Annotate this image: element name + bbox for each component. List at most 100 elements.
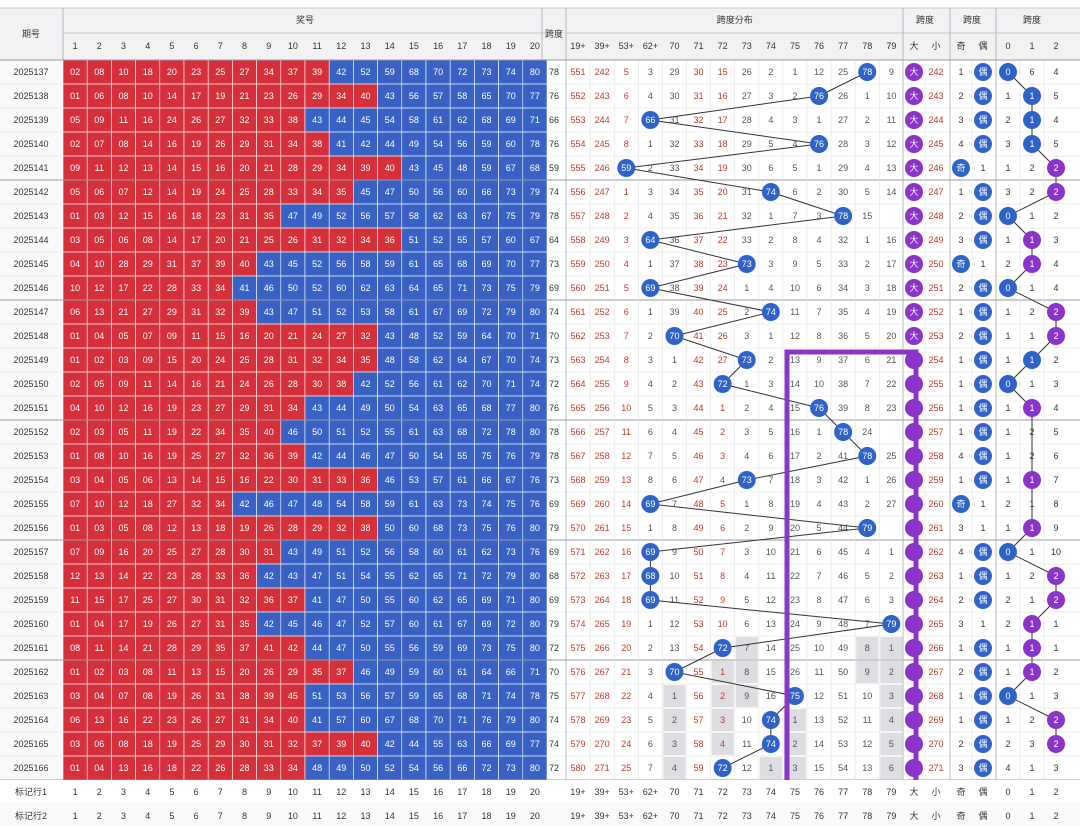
dist-value: 575 <box>571 643 586 653</box>
number-value: 03 <box>118 667 128 677</box>
number-value: 61 <box>433 379 443 389</box>
number-value: 52 <box>312 283 322 293</box>
oe-value: 1 <box>958 403 963 413</box>
dist-value: 3 <box>720 451 725 461</box>
footer-draw-label: 5 <box>169 811 174 821</box>
number-value: 18 <box>191 211 201 221</box>
number-value: 73 <box>506 763 516 773</box>
number-cell <box>207 107 233 133</box>
number-value: 01 <box>70 763 80 773</box>
number-value: 44 <box>336 115 346 125</box>
dist-value: 26 <box>838 91 848 101</box>
number-value: 01 <box>70 355 80 365</box>
number-value: 52 <box>360 427 370 437</box>
number-value: 32 <box>239 115 249 125</box>
dist-value: 579 <box>571 739 586 749</box>
number-value: 46 <box>360 667 370 677</box>
number-value: 52 <box>385 763 395 773</box>
oe-ball-label: 偶 <box>978 354 987 365</box>
number-value: 02 <box>70 379 80 389</box>
number-value: 36 <box>385 235 395 245</box>
number-value: 74 <box>506 67 516 77</box>
bs-ball <box>905 63 923 81</box>
number-value: 53 <box>409 475 419 485</box>
dist-value: 20 <box>621 643 631 653</box>
number-value: 62 <box>360 283 370 293</box>
period-label: 2025149 <box>13 355 48 365</box>
number-cell <box>256 395 282 421</box>
number-value: 30 <box>239 739 249 749</box>
dist-value: 35 <box>694 187 704 197</box>
number-value: 06 <box>118 235 128 245</box>
number-value: 71 <box>530 331 540 341</box>
number-value: 13 <box>167 475 177 485</box>
number-cell <box>62 443 88 469</box>
mod-value: 3 <box>1053 379 1058 389</box>
dist-value: 250 <box>595 259 610 269</box>
number-cell <box>425 515 451 541</box>
number-value: 10 <box>143 91 153 101</box>
dist-value: 1 <box>865 475 870 485</box>
dist-value: 1 <box>744 379 749 389</box>
dist-value: 5 <box>624 67 629 77</box>
dist-value: 556 <box>571 187 586 197</box>
dist-value: 12 <box>669 619 679 629</box>
oe-ball <box>974 591 992 609</box>
period-label: 2025144 <box>13 235 48 245</box>
number-value: 34 <box>215 427 225 437</box>
number-value: 21 <box>118 307 128 317</box>
number-value: 64 <box>457 355 467 365</box>
oe-ball-label: 偶 <box>978 282 987 293</box>
dist-value: 50 <box>838 667 848 677</box>
dist-value: 34 <box>694 163 704 173</box>
dist-value: 2 <box>672 715 677 725</box>
mod-value: 2 <box>1029 187 1034 197</box>
mod-col-label: 1 <box>1029 41 1034 51</box>
number-value: 03 <box>118 355 128 365</box>
dist-value: 12 <box>814 67 824 77</box>
number-cell <box>474 659 499 685</box>
dist-value: 7 <box>648 763 653 773</box>
number-value: 29 <box>239 403 249 413</box>
dist-value: 3 <box>792 115 797 125</box>
number-cell <box>111 395 136 421</box>
number-cell <box>280 707 306 733</box>
number-value: 62 <box>433 355 443 365</box>
number-value: 71 <box>457 571 467 581</box>
dist-value: 17 <box>718 115 728 125</box>
footer-oe-label: 奇 <box>956 810 965 821</box>
number-value: 52 <box>433 235 443 245</box>
dist-value: 1 <box>720 667 725 677</box>
dist-value: 18 <box>886 283 896 293</box>
dist-value: 20 <box>718 187 728 197</box>
dist-value: 4 <box>865 163 870 173</box>
dist-value: 41 <box>838 451 848 461</box>
dist-value: 12 <box>742 763 752 773</box>
table-row: 2025159 11 15 17 25 27 30 31 32 36 37 41 47 50 55 60 62 6… <box>0 587 1035 613</box>
number-value: 43 <box>264 307 274 317</box>
dist-value: 10 <box>814 379 824 389</box>
number-cell <box>401 323 427 349</box>
span-value: 68 <box>549 571 559 581</box>
number-value: 61 <box>409 499 419 509</box>
period-label: 2025160 <box>13 619 48 629</box>
draw-col-label: 5 <box>169 41 174 51</box>
bs-value: 250 <box>928 259 943 269</box>
number-cell <box>86 323 112 349</box>
span-ball-label: 72 <box>718 379 728 389</box>
dist-value: 2 <box>744 307 749 317</box>
number-cell <box>135 515 161 541</box>
mod-ball <box>999 543 1017 561</box>
oe-ball <box>974 447 992 465</box>
dist-value: 8 <box>792 235 797 245</box>
period-cell <box>0 420 63 444</box>
number-cell <box>522 467 548 493</box>
dist-value: 30 <box>669 91 679 101</box>
shade-cell <box>880 757 903 779</box>
trend-line <box>650 287 771 313</box>
number-value: 05 <box>118 523 128 533</box>
number-cell <box>522 587 548 613</box>
number-cell <box>522 491 548 517</box>
number-value: 80 <box>530 643 540 653</box>
number-value: 35 <box>215 643 225 653</box>
